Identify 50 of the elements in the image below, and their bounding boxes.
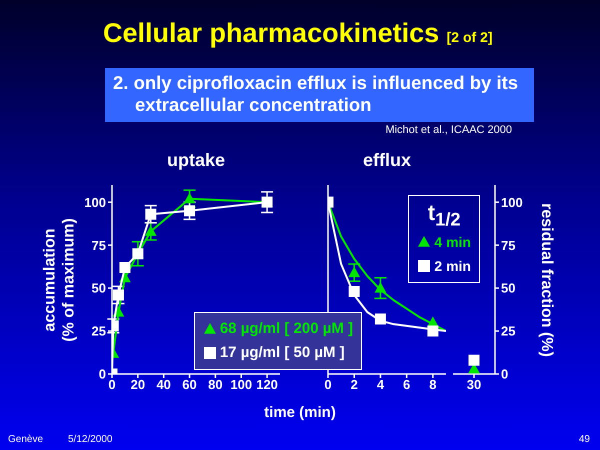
- x-tick-label: 6: [403, 377, 410, 392]
- x-tick-label: 80: [208, 377, 223, 392]
- x-tick-label: 0: [108, 377, 116, 392]
- legend-label: 68 µg/ml [ 200 µM ]: [220, 319, 353, 339]
- y-tick-label: 50: [92, 280, 106, 296]
- y-tick-label: 25: [92, 324, 106, 339]
- y2-tick-label: 0: [501, 366, 508, 382]
- legend-label: 2 min: [434, 257, 471, 276]
- text: 49: [578, 434, 590, 445]
- legend-label: 17 µg/ml [ 50 µM ]: [220, 343, 345, 363]
- point: [348, 286, 360, 298]
- text: Cellular pharmacokinetics [2 of 2]: [103, 18, 493, 48]
- y-axis-title: accumulation (% of maximum): [41, 218, 77, 342]
- x-tick-label: 60: [182, 377, 197, 392]
- y2-tick-label: 100: [501, 194, 523, 210]
- text: 5/12/2000: [68, 434, 112, 445]
- x-tick-label: 4: [376, 377, 385, 392]
- text: 2. only ciprofloxacin efflux is influenced by its extracellular concentration: [113, 72, 518, 115]
- point: [184, 205, 196, 216]
- legend-title: t$_{1/2}$: [428, 200, 461, 230]
- chart-title: efflux: [362, 150, 411, 170]
- text: Genève: [8, 434, 44, 445]
- y2-tick-label: 25: [501, 324, 516, 339]
- y2-tick-label: 75: [501, 238, 516, 253]
- y-tick-label: 0: [98, 366, 106, 382]
- point: [145, 208, 156, 220]
- x-tick-label: 30: [466, 377, 482, 392]
- point: [348, 267, 360, 278]
- point: [112, 289, 124, 300]
- point: [427, 326, 438, 337]
- point: [374, 314, 386, 325]
- y-tick-label: 100: [84, 194, 106, 210]
- x-tick-label: 20: [130, 377, 146, 392]
- point: [374, 282, 386, 293]
- chart-title: uptake: [166, 150, 226, 170]
- x-tick-label: 120: [256, 377, 278, 392]
- x-tick-label: 0: [324, 377, 332, 392]
- point: [145, 226, 156, 236]
- text: Michot et al., ICAAC 2000: [385, 124, 512, 136]
- x-tick-label: 8: [429, 377, 437, 392]
- x-tick-label: 100: [230, 377, 252, 392]
- point: [184, 193, 196, 204]
- y2-tick-label: 50: [501, 280, 516, 296]
- point: [119, 262, 130, 273]
- legend-label: 4 min: [434, 233, 471, 252]
- x-tick-label: 2: [350, 377, 358, 392]
- x-axis-title: time (min): [264, 404, 336, 421]
- y2-axis-title: residual fraction (%): [538, 202, 555, 356]
- y-tick-label: 75: [92, 238, 106, 253]
- x-tick-label: 40: [156, 377, 171, 392]
